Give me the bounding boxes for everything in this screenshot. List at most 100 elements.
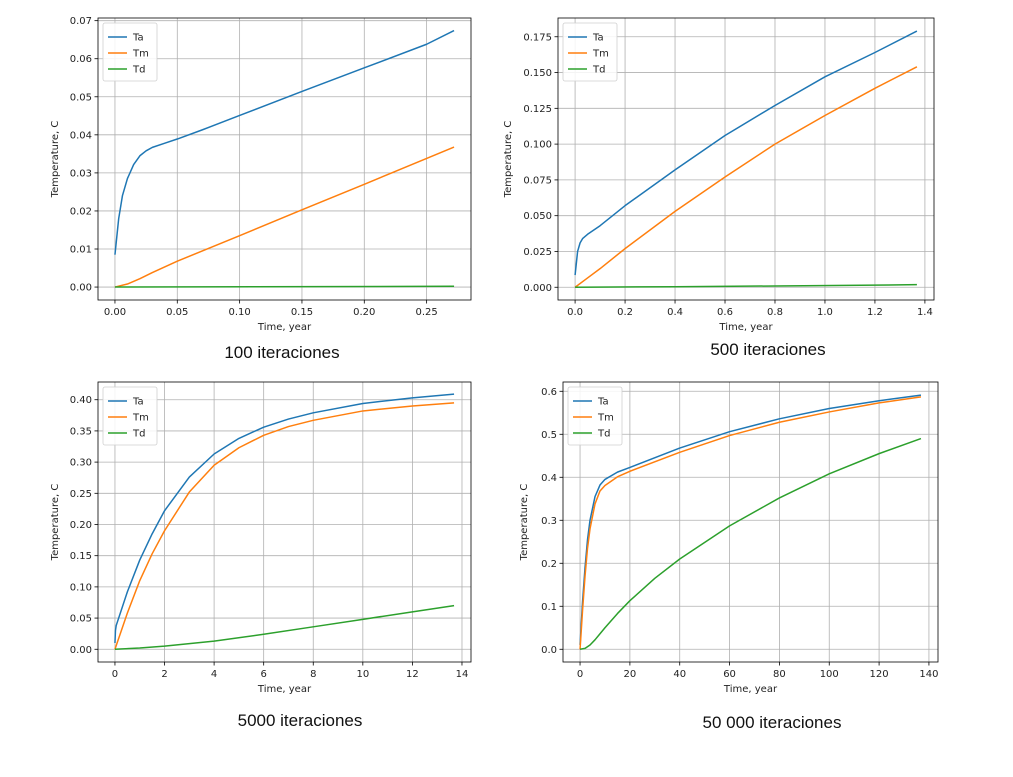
y-tick-label: 0.25 <box>70 489 92 500</box>
y-tick-label: 0.025 <box>523 247 552 258</box>
x-tick-label: 6 <box>260 669 266 680</box>
legend-label-td: Td <box>132 429 145 440</box>
y-tick-label: 0.2 <box>541 559 557 570</box>
x-tick-label: 1.4 <box>917 307 933 318</box>
y-tick-label: 0.40 <box>70 395 92 406</box>
y-tick-label: 0.05 <box>70 614 92 625</box>
legend-label-tm: Tm <box>597 413 614 424</box>
x-tick-label: 0.25 <box>415 307 437 318</box>
x-tick-label: 4 <box>211 669 217 680</box>
y-tick-label: 0.15 <box>70 551 92 562</box>
x-tick-label: 1.2 <box>867 307 883 318</box>
series-line-tm <box>574 66 918 288</box>
chart-caption: 50 000 iteraciones <box>702 713 842 732</box>
y-axis-label: Temperature, C <box>50 484 61 562</box>
x-axis-label: Time, year <box>718 322 773 333</box>
y-tick-label: 0.175 <box>523 32 552 43</box>
x-tick-label: 140 <box>919 669 938 680</box>
x-tick-label: 2 <box>161 669 167 680</box>
plot-frame <box>97 17 472 301</box>
legend-label-ta: Ta <box>592 33 604 44</box>
y-tick-label: 0.150 <box>523 68 552 79</box>
plot-frame <box>562 381 939 663</box>
x-tick-label: 0.8 <box>767 307 783 318</box>
y-tick-label: 0.000 <box>523 283 552 294</box>
legend-label-ta: Ta <box>597 397 609 408</box>
x-tick-label: 20 <box>624 669 637 680</box>
plot-frame <box>557 17 935 301</box>
series-line-td <box>579 437 922 651</box>
x-tick-label: 120 <box>870 669 889 680</box>
x-tick-label: 60 <box>723 669 736 680</box>
y-tick-label: 0.35 <box>70 426 92 437</box>
legend-label-td: Td <box>592 65 605 76</box>
y-tick-label: 0.20 <box>70 520 92 531</box>
legend: Ta Tm Td <box>562 22 618 82</box>
legend-label-ta: Ta <box>132 397 144 408</box>
series-line-ta <box>114 29 455 255</box>
x-tick-label: 0 <box>112 669 118 680</box>
y-tick-label: 0.04 <box>70 130 92 141</box>
chart-caption: 500 iteraciones <box>710 340 826 359</box>
y-tick-label: 0.0 <box>541 645 557 656</box>
y-tick-label: 0.5 <box>541 430 557 441</box>
x-tick-label: 0.6 <box>717 307 733 318</box>
legend: Ta Tm Td <box>567 386 623 446</box>
x-tick-label: 0.15 <box>291 307 313 318</box>
y-tick-label: 0.07 <box>70 16 92 27</box>
series-line-ta <box>574 30 918 276</box>
y-tick-label: 0.075 <box>523 175 552 186</box>
y-tick-label: 0.1 <box>541 602 557 613</box>
series-line-td <box>114 285 455 288</box>
x-tick-label: 12 <box>406 669 419 680</box>
x-tick-label: 8 <box>310 669 316 680</box>
series-line-td <box>114 604 455 651</box>
x-tick-label: 40 <box>673 669 686 680</box>
y-tick-label: 0.30 <box>70 458 92 469</box>
y-tick-label: 0.00 <box>70 645 92 656</box>
legend: Ta Tm Td <box>102 22 158 82</box>
x-tick-label: 0.00 <box>104 307 126 318</box>
chart-caption: 100 iteraciones <box>224 343 340 362</box>
x-tick-label: 0.2 <box>617 307 633 318</box>
legend-label-td: Td <box>132 65 145 76</box>
series-line-ta <box>114 393 455 644</box>
series-line-tm <box>114 146 455 288</box>
y-tick-label: 0.02 <box>70 206 92 217</box>
x-tick-label: 0.4 <box>667 307 683 318</box>
y-axis-label: Temperature, C <box>519 484 530 562</box>
series-line-td <box>575 283 917 289</box>
x-axis-label: Time, year <box>257 684 312 695</box>
x-tick-label: 100 <box>820 669 839 680</box>
series-line-tm <box>579 396 922 650</box>
y-tick-label: 0.125 <box>523 104 552 115</box>
y-tick-label: 0.6 <box>541 387 557 398</box>
x-tick-label: 0.10 <box>228 307 250 318</box>
y-tick-label: 0.4 <box>541 473 557 484</box>
y-tick-label: 0.100 <box>523 140 552 151</box>
x-tick-label: 1.0 <box>817 307 833 318</box>
legend-label-ta: Ta <box>132 33 144 44</box>
y-tick-label: 0.10 <box>70 582 92 593</box>
x-tick-label: 10 <box>356 669 369 680</box>
x-tick-label: 14 <box>456 669 469 680</box>
y-tick-label: 0.06 <box>70 54 92 65</box>
y-tick-label: 0.03 <box>70 168 92 179</box>
y-tick-label: 0.01 <box>70 245 92 256</box>
x-tick-label: 0.20 <box>353 307 375 318</box>
x-tick-label: 0 <box>577 669 583 680</box>
x-axis-label: Time, year <box>723 684 778 695</box>
y-tick-label: 0.00 <box>70 283 92 294</box>
legend-box <box>567 386 623 446</box>
legend-label-tm: Tm <box>592 49 609 60</box>
legend-label-tm: Tm <box>132 413 149 424</box>
plot-frame <box>97 381 472 663</box>
x-tick-label: 80 <box>773 669 786 680</box>
series-line-tm <box>114 402 455 650</box>
x-tick-label: 0.0 <box>567 307 583 318</box>
y-axis-label: Temperature, C <box>503 121 514 199</box>
legend-label-tm: Tm <box>132 49 149 60</box>
